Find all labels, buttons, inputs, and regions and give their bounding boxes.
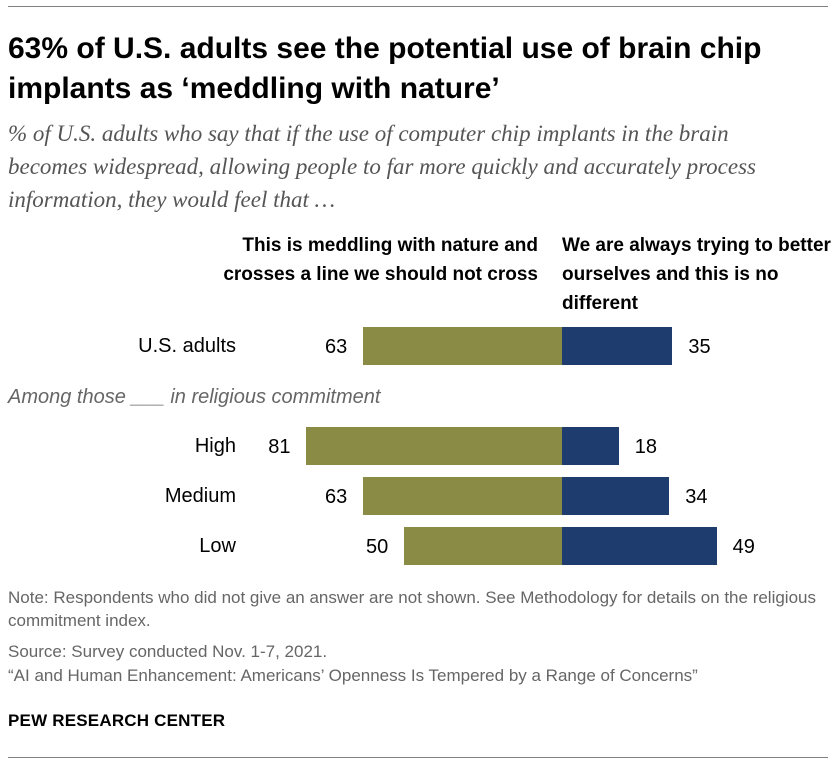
value-better-ourselves-u-s-adults: 35 [688, 336, 711, 358]
bottom-rule [8, 757, 828, 758]
row-label-u-s-adults: U.S. adults [138, 335, 236, 357]
row-label-high: High [194, 435, 236, 457]
bar-better-ourselves-low [562, 527, 717, 565]
legend-better-ourselves: We are always trying to better ourselves… [562, 235, 831, 314]
bar-better-ourselves-high [562, 427, 619, 465]
chart-title: 63% of U.S. adults see the potential use… [8, 32, 762, 105]
row-label-low: Low [199, 535, 236, 557]
value-meddling-low: 50 [366, 536, 389, 558]
legend-meddling: This is meddling with nature and crosses… [223, 235, 538, 285]
bar-meddling-medium [363, 477, 562, 515]
religious-commitment-group-label: Among those ___ in religious commitment [8, 386, 381, 408]
bar-meddling-low [404, 527, 562, 565]
chart-subtitle: % of U.S. adults who say that if the use… [8, 121, 756, 212]
top-rule [8, 6, 828, 7]
row-label-medium: Medium [164, 485, 236, 507]
pew-research-logo-text: PEW RESEARCH CENTER [8, 711, 226, 730]
value-meddling-u-s-adults: 63 [325, 336, 348, 358]
value-better-ourselves-medium: 34 [685, 486, 708, 508]
source-note: Source: Survey conducted Nov. 1-7, 2021. [8, 642, 328, 661]
value-meddling-high: 81 [268, 436, 291, 458]
footnote: Note: Respondents who did not give an an… [8, 588, 816, 630]
bar-better-ourselves-u-s-adults [562, 327, 673, 365]
bar-meddling-high [306, 427, 562, 465]
bar-better-ourselves-medium [562, 477, 670, 515]
value-meddling-medium: 63 [325, 486, 348, 508]
bar-meddling-u-s-adults [363, 327, 562, 365]
value-better-ourselves-high: 18 [634, 436, 658, 458]
report-title-note: “AI and Human Enhancement: Americans’ Op… [8, 666, 698, 685]
value-better-ourselves-low: 49 [732, 536, 755, 558]
